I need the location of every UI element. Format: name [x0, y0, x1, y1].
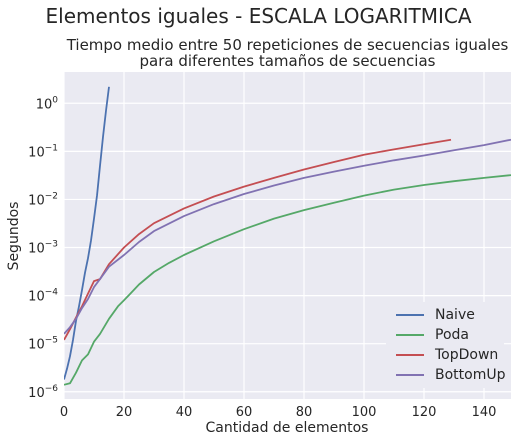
x-tick-label: 120 [412, 405, 437, 420]
y-tick-base: 10 [28, 242, 45, 257]
legend-label: BottomUp [435, 367, 506, 383]
y-tick-base: 10 [28, 145, 45, 160]
y-tick-exponent: −5 [45, 336, 58, 346]
y-tick-label: 100 [36, 95, 59, 112]
y-tick-base: 10 [36, 97, 53, 112]
y-tick-label: 10−1 [28, 143, 58, 160]
x-tick-label: 0 [60, 405, 68, 420]
x-axis-label: Cantidad de elementos [206, 420, 369, 436]
y-tick-base: 10 [28, 193, 45, 208]
legend: Naive Poda TopDown BottomUp [386, 302, 504, 388]
y-tick-exponent: −4 [45, 288, 59, 298]
x-tick-label: 100 [352, 405, 377, 420]
y-tick-label: 10−6 [28, 384, 58, 401]
y-tick-exponent: 0 [52, 95, 58, 105]
legend-label: Poda [435, 327, 469, 343]
x-tick-label: 20 [116, 405, 133, 420]
y-tick-label: 10−5 [28, 336, 58, 353]
y-axis-label: Segundos [6, 202, 22, 271]
legend-item-poda: Poda [396, 326, 469, 344]
y-tick-base: 10 [28, 290, 45, 305]
x-tick-label: 80 [296, 405, 313, 420]
legend-item-naive: Naive [396, 306, 475, 324]
legend-swatch [396, 334, 424, 336]
y-tick-base: 10 [28, 386, 45, 401]
x-tick-label: 140 [472, 405, 497, 420]
x-tick-label: 60 [236, 405, 253, 420]
legend-swatch [396, 314, 424, 316]
legend-label: TopDown [435, 347, 498, 363]
y-tick-label: 10−2 [28, 191, 58, 208]
y-tick-label: 10−4 [28, 288, 58, 305]
y-tick-exponent: −6 [45, 384, 59, 394]
legend-item-bottomup: BottomUp [396, 366, 506, 384]
legend-item-topdown: TopDown [396, 346, 498, 364]
y-tick-label: 10−3 [28, 240, 58, 257]
x-tick-label: 40 [176, 405, 193, 420]
legend-swatch [396, 354, 424, 356]
legend-swatch [396, 374, 424, 376]
legend-label: Naive [435, 307, 475, 323]
x-tick-labels: 0 20 40 60 80 100 120 140 [60, 405, 497, 420]
y-tick-exponent: −3 [45, 240, 58, 250]
y-tick-exponent: −1 [45, 143, 58, 153]
y-tick-exponent: −2 [45, 191, 58, 201]
y-tick-base: 10 [28, 338, 45, 353]
